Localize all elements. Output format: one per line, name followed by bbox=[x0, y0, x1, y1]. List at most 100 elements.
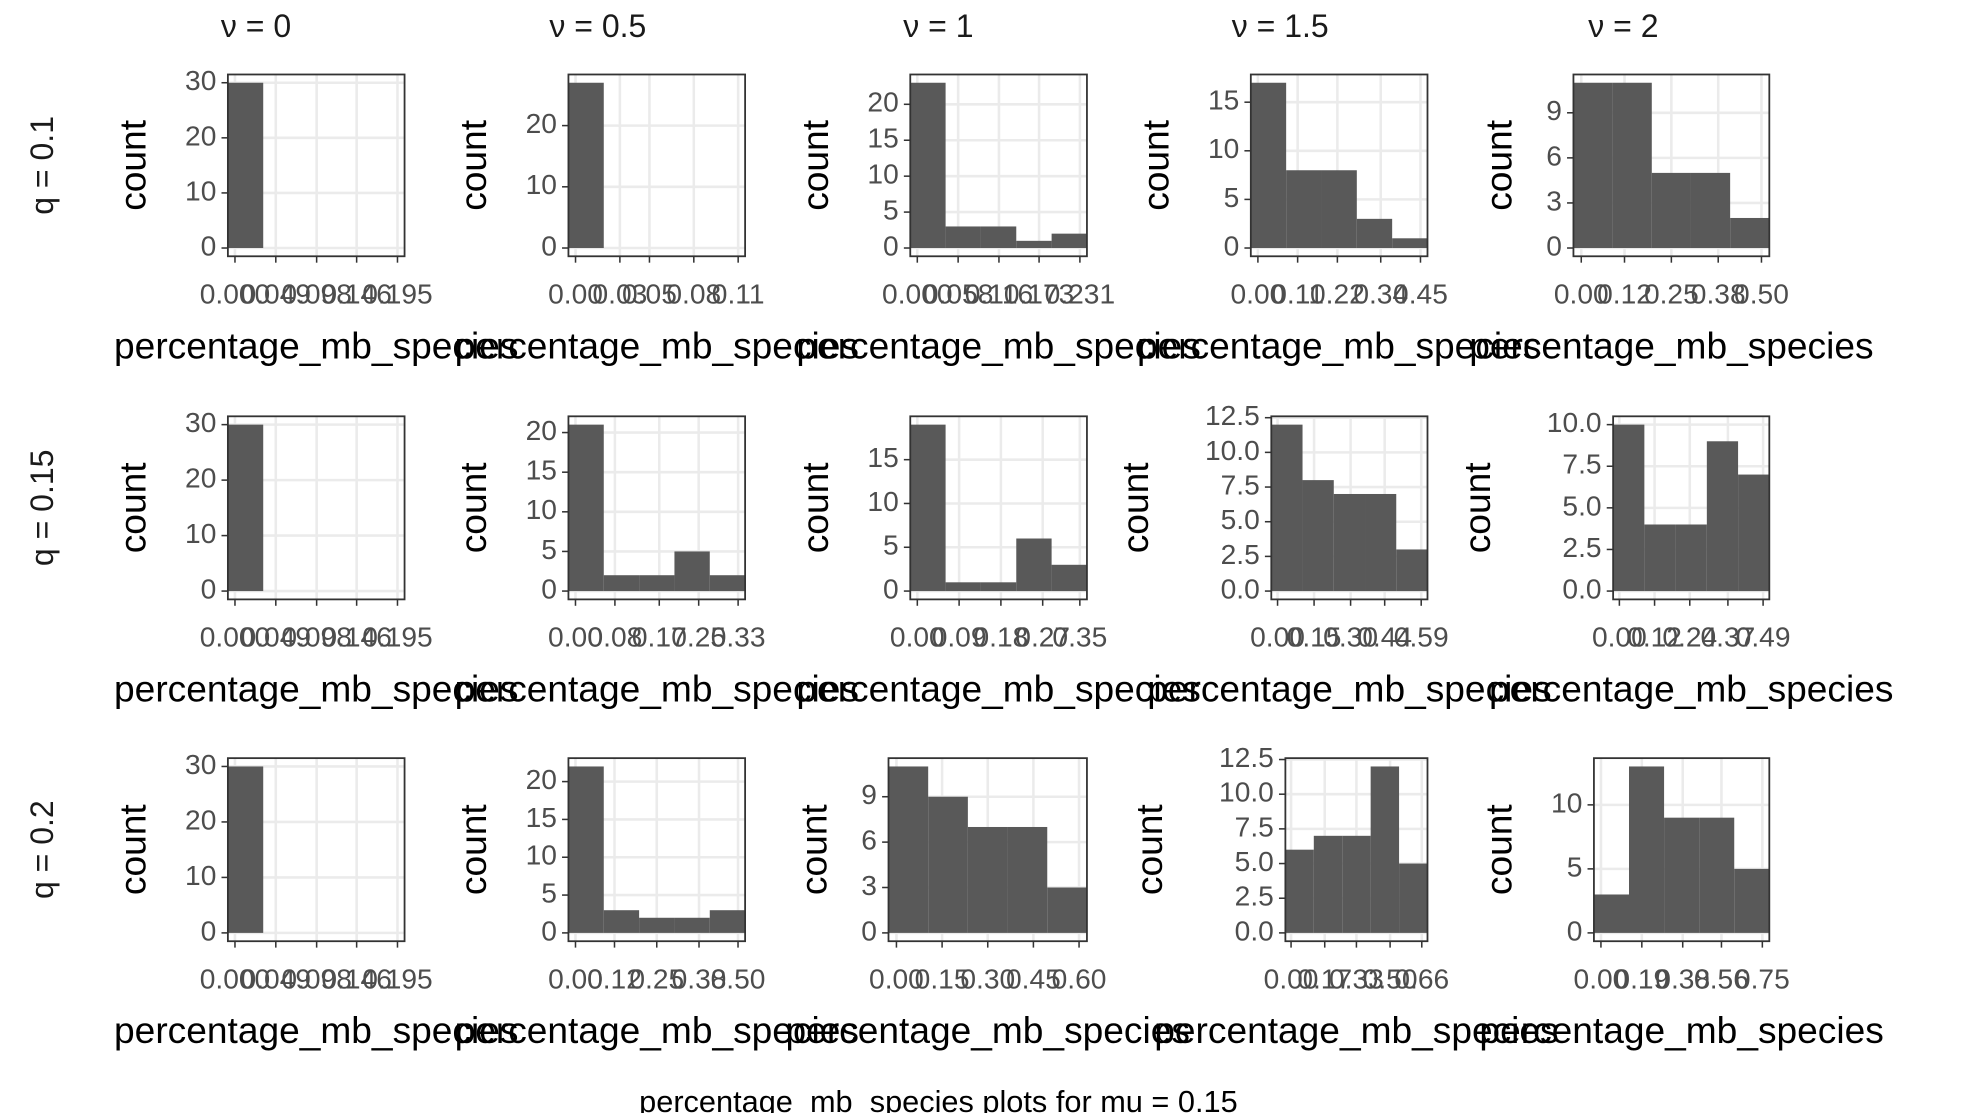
histogram-bar bbox=[1342, 835, 1371, 933]
x-tick-label: 0.09 bbox=[932, 622, 987, 653]
x-axis-title: percentage_mb_species bbox=[114, 667, 518, 709]
x-tick-label: 0.173 bbox=[1004, 278, 1074, 309]
histogram-bar bbox=[1613, 424, 1645, 592]
histogram-bar bbox=[1016, 240, 1052, 249]
y-axis-title: count bbox=[112, 462, 154, 553]
y-tick-label: 5 bbox=[883, 195, 899, 226]
x-tick-label: 0.38 bbox=[672, 963, 727, 994]
x-tick-label: 0.12 bbox=[1597, 278, 1652, 309]
y-tick-label: 0.0 bbox=[1235, 915, 1274, 946]
y-axis-title: count bbox=[112, 119, 154, 210]
histogram-bar bbox=[674, 917, 710, 933]
histogram-bar bbox=[1286, 170, 1322, 249]
x-axis-title: percentage_mb_species bbox=[1154, 1009, 1558, 1051]
panel-border bbox=[1249, 73, 1429, 258]
histogram-bar bbox=[1333, 493, 1366, 592]
y-tick-label: 0 bbox=[541, 574, 557, 605]
y-tick-label: 15 bbox=[526, 802, 557, 833]
x-tick-label: 0.50 bbox=[711, 963, 766, 994]
x-tick-label: 0.00 bbox=[548, 278, 603, 309]
y-tick-label: 10 bbox=[867, 486, 898, 517]
histogram-bar bbox=[1392, 238, 1428, 249]
panel-border bbox=[567, 757, 747, 943]
histogram-bar bbox=[568, 424, 604, 592]
histogram-bar bbox=[888, 766, 929, 933]
histogram-bar bbox=[1047, 887, 1087, 933]
x-axis-title: percentage_mb_species bbox=[114, 1009, 518, 1051]
y-tick-label: 5 bbox=[1567, 851, 1583, 882]
x-tick-label: 0.35 bbox=[1052, 622, 1107, 653]
y-axis-title: count bbox=[452, 119, 494, 210]
x-tick-label: 0.19 bbox=[1614, 963, 1669, 994]
histogram-bar bbox=[910, 82, 946, 249]
x-tick-label: 0.05 bbox=[622, 278, 677, 309]
histogram-bar bbox=[1321, 170, 1357, 249]
panel: 0 5 10 15 20 0.000.080.170.250.33 count percent… bbox=[452, 415, 859, 709]
x-tick-label: 0.00 bbox=[1264, 963, 1319, 994]
x-tick-label: 0.098 bbox=[281, 622, 351, 653]
y-tick-label: 5 bbox=[1224, 182, 1240, 213]
y-tick-label: 0 bbox=[883, 230, 899, 261]
y-tick-label: 10 bbox=[526, 494, 557, 525]
histogram-bar bbox=[227, 766, 264, 933]
y-tick-label: 10 bbox=[1551, 787, 1582, 818]
y-tick-label: 0.0 bbox=[1221, 574, 1260, 605]
x-tick-label: 0.25 bbox=[1644, 278, 1699, 309]
x-tick-label: 0.37 bbox=[1700, 622, 1755, 653]
y-axis-title: count bbox=[112, 804, 154, 895]
panel: 0.0 2.5 5.0 7.510.0 12.5 0.000.150.300.440.59… bbox=[1114, 400, 1552, 709]
panel-border bbox=[909, 415, 1088, 601]
y-tick-label: 20 bbox=[526, 415, 557, 446]
x-tick-label: 0.24 bbox=[1662, 622, 1717, 653]
column-strip-label: ν = 0 bbox=[221, 8, 291, 44]
histogram-bar bbox=[1285, 849, 1314, 933]
histogram-bar bbox=[1644, 524, 1676, 592]
y-tick-label: 3 bbox=[1546, 185, 1562, 216]
x-tick-label: 0.146 bbox=[321, 278, 391, 309]
x-tick-label: 0.11 bbox=[1271, 278, 1324, 309]
y-tick-label: 7.5 bbox=[1221, 469, 1260, 500]
x-tick-label: 0.38 bbox=[1655, 963, 1710, 994]
x-tick-label: 0.59 bbox=[1394, 622, 1449, 653]
histogram-bar bbox=[1271, 424, 1303, 592]
x-tick-label: 0.00 bbox=[869, 963, 924, 994]
histogram-bar bbox=[639, 575, 675, 592]
y-axis-title: count bbox=[452, 462, 494, 553]
panel-border bbox=[887, 757, 1088, 943]
histogram-bar bbox=[1370, 766, 1400, 933]
column-strip-label: ν = 2 bbox=[1588, 8, 1658, 44]
column-strip-label: ν = 1 bbox=[903, 8, 973, 44]
y-tick-label: 30 bbox=[185, 407, 216, 438]
histogram-bar bbox=[1313, 835, 1343, 933]
row-strip-label: q = 0.15 bbox=[24, 450, 60, 567]
y-tick-label: 0 bbox=[861, 915, 877, 946]
panel-border bbox=[1270, 415, 1429, 601]
x-tick-label: 0.049 bbox=[241, 963, 311, 994]
histogram-bar bbox=[945, 226, 981, 249]
x-tick-label: 0.049 bbox=[241, 622, 311, 653]
x-tick-label: 0.00 bbox=[1574, 963, 1629, 994]
histogram-bar bbox=[1593, 894, 1630, 933]
x-tick-label: 0.098 bbox=[281, 278, 351, 309]
y-tick-label: 10 bbox=[526, 169, 557, 200]
x-tick-label: 0.15 bbox=[915, 963, 970, 994]
y-tick-label: 3 bbox=[861, 870, 877, 901]
column-strip-label: ν = 1.5 bbox=[1232, 8, 1329, 44]
x-tick-label: 0.50 bbox=[1363, 963, 1418, 994]
histogram-bar bbox=[1612, 82, 1652, 249]
y-tick-label: 0 bbox=[201, 915, 217, 946]
y-tick-label: 10 bbox=[1208, 133, 1239, 164]
x-axis-title: percentage_mb_species bbox=[1469, 324, 1873, 366]
x-axis-title: percentage_mb_species bbox=[1489, 667, 1893, 709]
histogram-bar bbox=[980, 226, 1017, 249]
y-tick-label: 12.5 bbox=[1219, 742, 1274, 773]
x-axis-title: percentage_mb_species bbox=[114, 324, 518, 366]
y-axis-title: count bbox=[793, 804, 835, 895]
x-tick-label: 0.15 bbox=[1287, 622, 1342, 653]
x-tick-label: 0.146 bbox=[321, 622, 391, 653]
row-strip-label: q = 0.1 bbox=[24, 116, 60, 215]
y-tick-label: 5.0 bbox=[1221, 504, 1260, 535]
